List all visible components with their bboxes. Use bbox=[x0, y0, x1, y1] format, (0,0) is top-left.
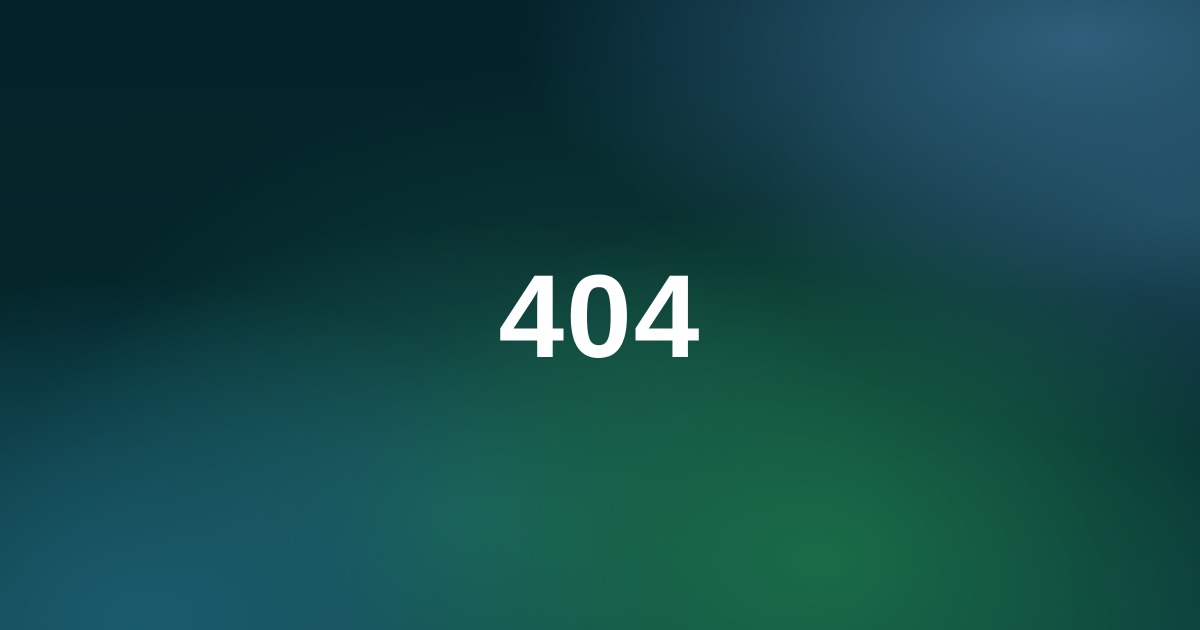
error-code-heading: 404 bbox=[498, 251, 702, 383]
